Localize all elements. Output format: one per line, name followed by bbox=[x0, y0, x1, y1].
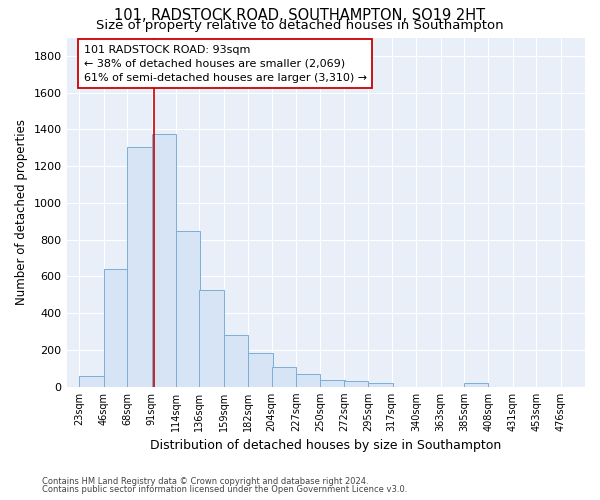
Bar bbox=[464, 384, 488, 387]
Text: Size of property relative to detached houses in Southampton: Size of property relative to detached ho… bbox=[96, 19, 504, 32]
Text: Contains HM Land Registry data © Crown copyright and database right 2024.: Contains HM Land Registry data © Crown c… bbox=[42, 477, 368, 486]
Y-axis label: Number of detached properties: Number of detached properties bbox=[15, 119, 28, 305]
Bar bbox=[104, 269, 128, 387]
Text: 101 RADSTOCK ROAD: 93sqm
← 38% of detached houses are smaller (2,069)
61% of sem: 101 RADSTOCK ROAD: 93sqm ← 38% of detach… bbox=[83, 45, 367, 83]
X-axis label: Distribution of detached houses by size in Southampton: Distribution of detached houses by size … bbox=[150, 440, 502, 452]
Bar bbox=[368, 383, 393, 387]
Bar bbox=[296, 374, 320, 387]
Bar bbox=[248, 353, 272, 387]
Bar bbox=[127, 147, 152, 387]
Bar bbox=[272, 367, 296, 387]
Text: 101, RADSTOCK ROAD, SOUTHAMPTON, SO19 2HT: 101, RADSTOCK ROAD, SOUTHAMPTON, SO19 2H… bbox=[115, 8, 485, 22]
Text: Contains public sector information licensed under the Open Government Licence v3: Contains public sector information licen… bbox=[42, 484, 407, 494]
Bar bbox=[320, 380, 345, 387]
Bar bbox=[152, 134, 176, 387]
Bar bbox=[224, 335, 248, 387]
Bar bbox=[79, 376, 104, 387]
Bar bbox=[344, 382, 368, 387]
Bar bbox=[176, 232, 200, 387]
Bar bbox=[199, 290, 224, 387]
